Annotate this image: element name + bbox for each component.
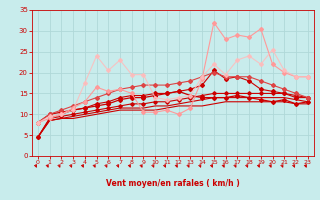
X-axis label: Vent moyen/en rafales ( km/h ): Vent moyen/en rafales ( km/h ) — [106, 179, 240, 188]
